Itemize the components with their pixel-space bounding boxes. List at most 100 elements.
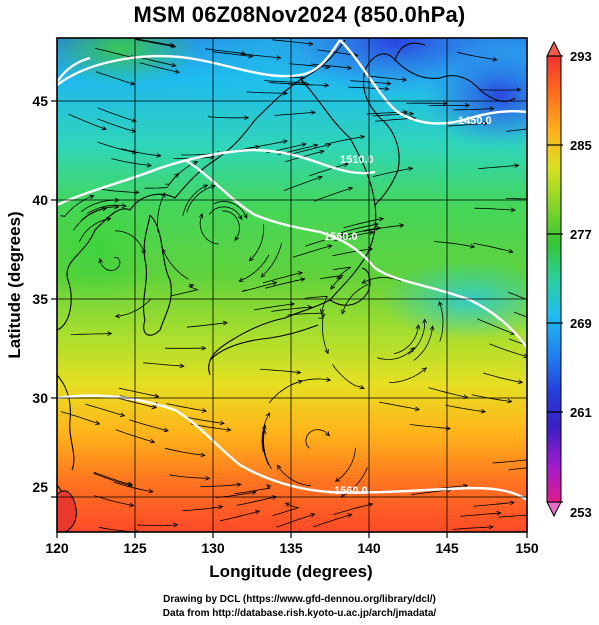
streamline [99, 257, 121, 272]
streamline-arrowhead [107, 331, 113, 336]
streamline-arrowhead [337, 276, 343, 281]
streamline-arrowhead [265, 412, 270, 418]
streamline [182, 506, 223, 511]
colorbar-tick-label: 269 [570, 316, 592, 331]
colorbar-tick-label: 277 [570, 227, 592, 242]
streamline [309, 163, 349, 177]
streamline [208, 206, 243, 220]
colorbar-tick-label: 253 [570, 505, 592, 520]
streamline-arrowhead [317, 175, 323, 181]
streamline [456, 51, 497, 61]
streamline-arrowhead [201, 345, 207, 351]
streamline [207, 116, 249, 119]
streamline [274, 111, 315, 116]
streamline-arrowhead [523, 353, 527, 359]
streamline-arrowhead [151, 404, 157, 410]
streamline-arrowhead [399, 223, 405, 228]
streamline [313, 187, 353, 202]
streamline [182, 184, 208, 216]
streamline [265, 278, 305, 289]
streamline [409, 424, 451, 430]
streamline-arrowhead [219, 420, 225, 426]
streamline [453, 108, 494, 111]
streamline-arrowhead [324, 431, 330, 437]
streamline [473, 242, 513, 253]
streamline-arrowhead [324, 348, 329, 355]
streamline [60, 195, 94, 217]
streamline-arrowhead [240, 50, 247, 56]
streamline-arrowhead [414, 406, 421, 412]
streamline [389, 367, 427, 384]
streamline-arrowhead [401, 77, 408, 82]
streamline [264, 80, 305, 84]
colorbar-tick-label: 293 [570, 49, 592, 64]
streamline-arrowhead [260, 272, 266, 278]
y-tick-labels: 25 30 35 40 45 [32, 93, 48, 495]
streamline-arrowhead [238, 277, 244, 282]
streamline-arrowhead [421, 367, 427, 373]
streamline [304, 295, 328, 314]
streamline-arrowhead [131, 118, 137, 123]
streamline [350, 80, 391, 85]
map-title: MSM 06Z08Nov2024 (850.0hPa) [133, 2, 466, 27]
streamline-arrowhead [179, 363, 185, 369]
streamline-arrowhead [422, 318, 428, 324]
streamline-arrowhead [386, 81, 392, 86]
streamline-arrowhead [148, 488, 154, 494]
streamline [272, 502, 300, 517]
credit-data-source: Data from http://database.rish.kyoto-u.a… [162, 608, 437, 619]
streamline-arrowhead [101, 206, 108, 212]
streamline [434, 241, 475, 248]
streamline-arrowhead [359, 134, 366, 140]
streamline [260, 368, 301, 374]
streamline-arrowhead [114, 204, 120, 210]
streamline [263, 429, 272, 470]
streamline [157, 192, 166, 233]
streamline [135, 39, 176, 48]
streamline-arrowhead [192, 161, 199, 166]
streamline [318, 317, 329, 354]
colorbar-tick-labels: 293 285 277 269 261 253 [570, 49, 592, 520]
height-contours [57, 39, 527, 502]
streamline-arrowhead [173, 522, 179, 528]
streamline-arrowhead [276, 55, 282, 60]
streamline-arrowhead [343, 162, 349, 167]
contour-label-group: 1450.0 1510.0 1560.0 1560.0 [324, 115, 492, 497]
streamline-arrowhead [146, 162, 152, 168]
streamline [60, 411, 100, 425]
streamline-arrowhead [161, 192, 166, 198]
streamline [212, 51, 253, 57]
streamline [447, 122, 488, 127]
streamline-arrowhead [296, 369, 302, 375]
streamline [333, 503, 373, 515]
streamline-arrowhead [261, 429, 267, 435]
streamline-arrowhead [483, 121, 489, 126]
streamline-arrowhead [492, 56, 498, 62]
streamline-arrowhead [321, 313, 326, 319]
streamline-arrowhead [407, 166, 414, 172]
streamline-arrowhead [378, 216, 385, 222]
colorbar [546, 40, 563, 518]
streamline-arrowhead [170, 43, 177, 49]
streamline-arrowhead [234, 235, 240, 242]
streamline-arrowhead [129, 502, 135, 508]
streamline-arrowhead [369, 230, 375, 235]
streamline [474, 207, 515, 211]
streamline-arrowhead [496, 510, 502, 516]
streamline [97, 141, 137, 154]
streamline [129, 419, 169, 432]
streamline-arrowhead [517, 379, 524, 385]
contour-label: 1450.0 [458, 115, 492, 127]
streamline [143, 362, 184, 367]
temperature-field [57, 38, 527, 532]
streamline-arrowhead [266, 484, 272, 490]
streamline-arrowhead [330, 284, 335, 290]
streamline-arrowhead [409, 111, 415, 117]
streamline [184, 416, 225, 424]
plot-frame [56, 37, 528, 533]
streamline [79, 218, 111, 242]
streamline [320, 275, 344, 290]
streamline-arrowhead [198, 213, 204, 219]
streamline-arrowhead [542, 197, 546, 201]
